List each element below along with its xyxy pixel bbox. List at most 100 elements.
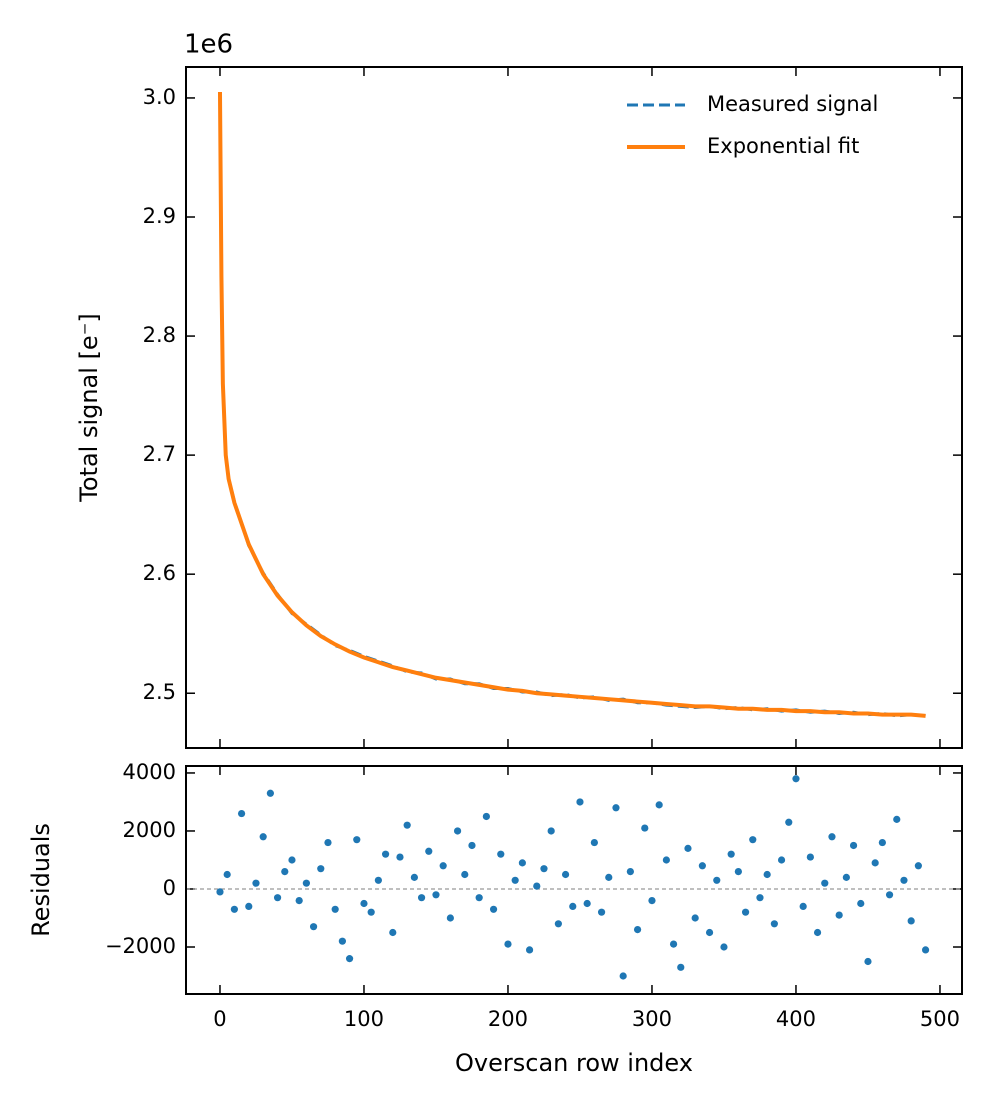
y-tick-label: 2.9	[143, 204, 176, 228]
point	[561, 870, 570, 879]
point	[878, 838, 886, 847]
point	[554, 920, 562, 928]
point	[237, 809, 246, 818]
x-tick-label: 100	[344, 1007, 384, 1031]
point	[511, 876, 519, 884]
point	[792, 775, 800, 783]
y-tick-label: 2.6	[143, 561, 176, 585]
point	[381, 850, 390, 858]
y-axis-label: Total signal [e⁻]	[75, 313, 103, 502]
point	[677, 963, 685, 971]
point	[367, 908, 375, 916]
point	[353, 836, 361, 844]
point	[893, 815, 901, 823]
point	[662, 856, 670, 864]
point	[691, 914, 699, 922]
legend-label: Exponential fit	[707, 134, 859, 158]
point	[324, 838, 332, 847]
point	[619, 972, 627, 980]
point	[252, 879, 260, 887]
point	[540, 865, 548, 873]
point	[633, 926, 642, 934]
point	[374, 876, 382, 884]
offset-text: 1e6	[184, 30, 233, 60]
point	[288, 856, 296, 864]
point	[885, 891, 894, 899]
point	[907, 917, 915, 925]
y-tick-label: 3.0	[143, 85, 176, 109]
x-tick-label: 200	[488, 1007, 528, 1031]
point	[439, 862, 447, 870]
point	[259, 833, 267, 841]
point	[900, 876, 908, 884]
point	[727, 850, 735, 858]
point	[669, 940, 678, 948]
x-tick-label: 300	[632, 1007, 672, 1031]
point	[446, 914, 454, 922]
y-tick-label: 2.8	[143, 323, 176, 347]
point	[756, 894, 764, 902]
point	[648, 896, 656, 905]
point	[273, 894, 282, 902]
point	[489, 905, 498, 913]
point	[360, 899, 368, 908]
point	[864, 957, 872, 966]
point	[230, 905, 238, 913]
point	[871, 859, 879, 867]
point	[302, 879, 310, 887]
x-tick-label: 400	[776, 1007, 816, 1031]
point	[655, 801, 663, 809]
point	[216, 888, 224, 896]
point	[317, 865, 325, 873]
point	[266, 789, 274, 797]
x-axis-label: Overscan row index	[455, 1049, 693, 1077]
point	[223, 870, 231, 879]
point	[705, 928, 714, 937]
y-tick-label: −2000	[105, 934, 176, 958]
axes-frame	[185, 765, 963, 995]
point	[605, 873, 613, 881]
y-axis-label: Residuals	[27, 823, 55, 937]
point	[425, 847, 433, 855]
point	[612, 804, 620, 812]
y-tick-label: 2.7	[143, 442, 176, 466]
point	[338, 937, 346, 945]
point	[475, 894, 483, 902]
point	[713, 876, 721, 884]
point	[806, 853, 814, 861]
point	[785, 818, 793, 826]
point	[857, 899, 865, 908]
point	[295, 896, 303, 905]
x-tick-label: 0	[213, 1007, 226, 1031]
point	[597, 908, 606, 916]
point	[583, 899, 591, 908]
point	[849, 841, 858, 850]
point	[698, 862, 706, 870]
point	[821, 879, 829, 887]
y-tick-label: 0	[163, 876, 176, 900]
point	[763, 870, 771, 879]
point	[799, 902, 807, 910]
point	[453, 827, 462, 835]
point	[749, 836, 757, 844]
point	[626, 867, 634, 876]
point	[417, 894, 426, 902]
point	[914, 862, 922, 870]
point	[482, 812, 490, 821]
point	[641, 824, 649, 832]
point	[504, 940, 512, 948]
point	[741, 908, 750, 916]
point	[461, 870, 469, 879]
point	[576, 798, 584, 806]
point	[525, 946, 534, 954]
plot-area	[216, 775, 930, 980]
point	[590, 838, 598, 847]
y-tick-label: 4000	[123, 760, 176, 784]
point	[720, 943, 728, 951]
point	[518, 859, 526, 867]
series-line	[217, 91, 926, 718]
point	[410, 873, 418, 881]
point	[331, 905, 339, 913]
axes-frame	[185, 66, 963, 749]
point	[770, 920, 778, 928]
